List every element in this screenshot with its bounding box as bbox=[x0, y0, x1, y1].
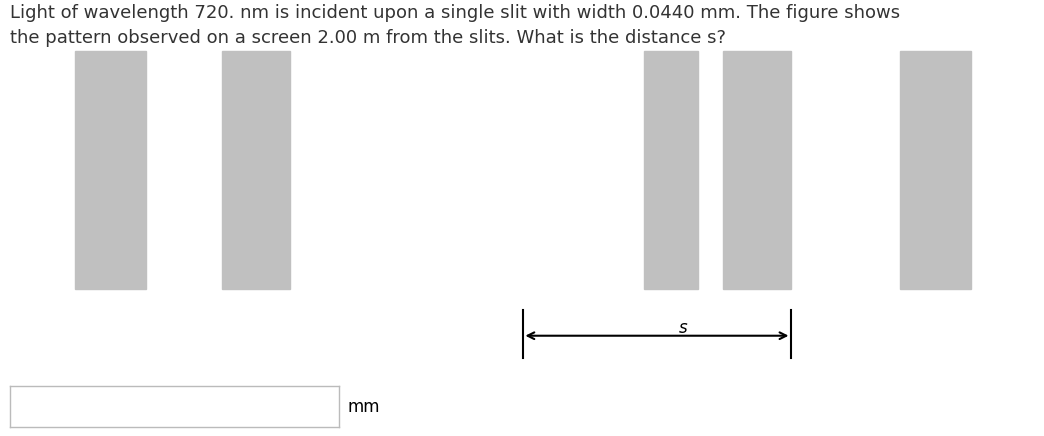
Text: Light of wavelength 720. nm is incident upon a single slit with width 0.0440 mm.: Light of wavelength 720. nm is incident … bbox=[10, 4, 901, 48]
Bar bbox=[75, 51, 146, 289]
Bar bbox=[407, 51, 632, 289]
Bar bbox=[723, 51, 791, 289]
Text: i: i bbox=[24, 399, 28, 414]
Bar bbox=[900, 51, 971, 289]
Bar bbox=[222, 51, 290, 289]
Text: mm: mm bbox=[348, 398, 380, 416]
Bar bbox=[644, 51, 698, 289]
Text: s: s bbox=[679, 319, 687, 337]
